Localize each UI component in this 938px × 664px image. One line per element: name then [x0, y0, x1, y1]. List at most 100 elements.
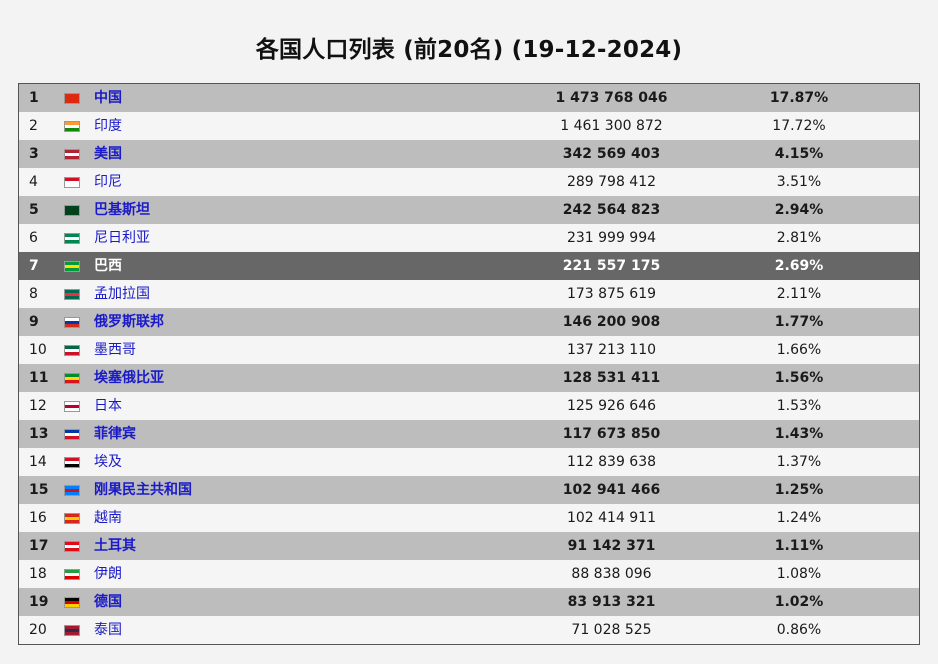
rank-cell: 17 — [29, 538, 49, 554]
population-cell: 342 569 403 — [562, 146, 661, 162]
drc-flag-icon — [64, 485, 80, 496]
mexico-flag-icon — [64, 345, 80, 356]
rank-cell: 16 — [29, 510, 47, 526]
country-link[interactable]: 伊朗 — [94, 566, 122, 582]
rank-cell: 9 — [29, 314, 39, 330]
country-link[interactable]: 土耳其 — [94, 538, 136, 554]
rank-cell: 10 — [29, 342, 47, 358]
table-row: 8 孟加拉国 173 875 619 2.11% — [19, 280, 919, 308]
country-link[interactable]: 菲律宾 — [94, 426, 136, 442]
percent-cell: 1.66% — [776, 342, 822, 358]
percent-cell: 17.87% — [769, 90, 829, 106]
table-row: 7 巴西 221 557 175 2.69% — [19, 252, 919, 280]
table-row: 11 埃塞俄比亚 128 531 411 1.56% — [19, 364, 919, 392]
population-cell: 1 473 768 046 — [555, 90, 668, 106]
percent-cell: 0.86% — [776, 622, 822, 638]
country-link[interactable]: 美国 — [94, 146, 122, 162]
table-row: 12 日本 125 926 646 1.53% — [19, 392, 919, 420]
percent-cell: 17.72% — [772, 118, 826, 134]
population-cell: 137 213 110 — [566, 342, 657, 358]
indonesia-flag-icon — [64, 177, 80, 188]
iran-flag-icon — [64, 569, 80, 580]
russia-flag-icon — [64, 317, 80, 328]
india-flag-icon — [64, 121, 80, 132]
table-row: 19 德国 83 913 321 1.02% — [19, 588, 919, 616]
country-link[interactable]: 刚果民主共和国 — [94, 482, 192, 498]
country-link[interactable]: 埃及 — [94, 454, 122, 470]
percent-cell: 1.77% — [774, 314, 824, 330]
turkey-flag-icon — [64, 541, 80, 552]
thailand-flag-icon — [64, 625, 80, 636]
table-row: 4 印尼 289 798 412 3.51% — [19, 168, 919, 196]
table-row: 5 巴基斯坦 242 564 823 2.94% — [19, 196, 919, 224]
percent-cell: 1.25% — [774, 482, 824, 498]
rank-cell: 3 — [29, 146, 39, 162]
population-cell: 117 673 850 — [562, 426, 661, 442]
population-cell: 102 941 466 — [562, 482, 661, 498]
percent-cell: 2.11% — [776, 286, 822, 302]
country-link[interactable]: 印度 — [94, 118, 122, 134]
population-cell: 221 557 175 — [562, 258, 661, 274]
bangladesh-flag-icon — [64, 289, 80, 300]
usa-flag-icon — [64, 149, 80, 160]
table-row: 2 印度 1 461 300 872 17.72% — [19, 112, 919, 140]
country-link[interactable]: 墨西哥 — [94, 342, 136, 358]
rank-cell: 8 — [29, 286, 38, 302]
rank-cell: 4 — [29, 174, 38, 190]
percent-cell: 1.11% — [774, 538, 824, 554]
egypt-flag-icon — [64, 457, 80, 468]
rank-cell: 13 — [29, 426, 49, 442]
population-cell: 88 838 096 — [571, 566, 652, 582]
rank-cell: 2 — [29, 118, 38, 134]
country-link[interactable]: 泰国 — [94, 622, 122, 638]
population-cell: 231 999 994 — [566, 230, 657, 246]
population-cell: 83 913 321 — [567, 594, 656, 610]
population-cell: 289 798 412 — [566, 174, 657, 190]
table-row: 1 中国 1 473 768 046 17.87% — [19, 84, 919, 112]
table-row: 16 越南 102 414 911 1.24% — [19, 504, 919, 532]
percent-cell: 2.81% — [776, 230, 822, 246]
country-link[interactable]: 中国 — [94, 90, 122, 106]
table-row: 17 土耳其 91 142 371 1.11% — [19, 532, 919, 560]
rank-cell: 5 — [29, 202, 39, 218]
germany-flag-icon — [64, 597, 80, 608]
percent-cell: 2.94% — [774, 202, 824, 218]
page-title: 各国人口列表 (前20名) (19-12-2024) — [255, 37, 683, 63]
table-row: 3 美国 342 569 403 4.15% — [19, 140, 919, 168]
population-table: 1 中国 1 473 768 046 17.87% 2 印度 1 461 300 872 17… — [18, 83, 920, 645]
pakistan-flag-icon — [64, 205, 80, 216]
rank-cell: 20 — [29, 622, 47, 638]
nigeria-flag-icon — [64, 233, 80, 244]
percent-cell: 1.43% — [774, 426, 824, 442]
rank-cell: 7 — [29, 258, 39, 274]
percent-cell: 1.08% — [776, 566, 822, 582]
table-row: 14 埃及 112 839 638 1.37% — [19, 448, 919, 476]
rank-cell: 18 — [29, 566, 47, 582]
ethiopia-flag-icon — [64, 373, 80, 384]
country-link[interactable]: 越南 — [94, 510, 122, 526]
country-link[interactable]: 德国 — [94, 594, 122, 610]
population-cell: 242 564 823 — [562, 202, 661, 218]
country-link[interactable]: 印尼 — [94, 174, 122, 190]
country-link[interactable]: 埃塞俄比亚 — [94, 370, 164, 386]
country-link[interactable]: 巴西 — [94, 258, 122, 274]
population-cell: 91 142 371 — [567, 538, 656, 554]
country-link[interactable]: 尼日利亚 — [94, 230, 150, 246]
percent-cell: 3.51% — [776, 174, 822, 190]
country-link[interactable]: 日本 — [94, 398, 122, 414]
table-row: 6 尼日利亚 231 999 994 2.81% — [19, 224, 919, 252]
country-link[interactable]: 孟加拉国 — [94, 286, 150, 302]
rank-cell: 19 — [29, 594, 49, 610]
rank-cell: 14 — [29, 454, 47, 470]
rank-cell: 12 — [29, 398, 47, 414]
population-cell: 128 531 411 — [562, 370, 661, 386]
rank-cell: 15 — [29, 482, 49, 498]
percent-cell: 1.53% — [776, 398, 822, 414]
rank-cell: 6 — [29, 230, 38, 246]
percent-cell: 2.69% — [774, 258, 824, 274]
country-link[interactable]: 巴基斯坦 — [94, 202, 150, 218]
population-cell: 1 461 300 872 — [560, 118, 663, 134]
country-link[interactable]: 俄罗斯联邦 — [94, 314, 164, 330]
brazil-flag-icon — [64, 261, 80, 272]
rank-cell: 11 — [29, 370, 49, 386]
